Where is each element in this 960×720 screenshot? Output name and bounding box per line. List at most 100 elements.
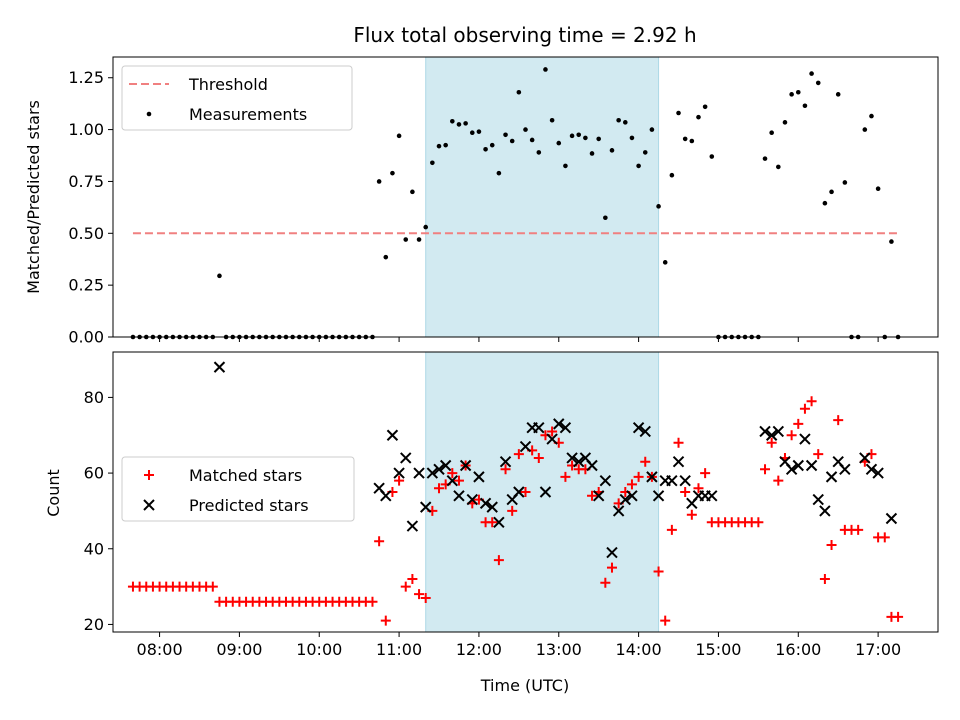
matched-star-point [879,532,890,543]
predicted-star-point [426,467,439,479]
matched-star-point [753,517,764,528]
predicted-star-point [439,459,452,472]
predicted-star-point [652,490,665,502]
measurement-point [516,89,522,95]
matched-star-point [893,611,904,622]
measurement-point [416,237,422,242]
measurement-point [436,143,442,149]
predicted-star-point [839,463,851,476]
measurement-point [443,142,448,148]
predicted-star-point [413,467,425,479]
top-ytick-label: 1.25 [68,68,104,87]
predicted-star-point [453,490,465,502]
predicted-star-point [825,471,838,483]
predicted-star-point [792,459,804,472]
predicted-star-point [473,471,485,483]
matched-star-point [493,555,504,566]
predicted-star-point [759,425,771,438]
predicted-star-point [479,497,492,510]
bottom-legend-label: Predicted stars [189,496,309,515]
matched-star-point [760,464,771,475]
predicted-star-point [213,361,226,373]
measurement-point [396,133,402,139]
measurement-point [383,254,389,260]
measurement-point [656,204,661,209]
predicted-star-point [592,490,605,502]
top-legend-label: Measurements [189,105,307,124]
measurement-point [583,135,588,141]
top-legend-box [121,65,353,131]
x-axis-label: Time (UTC) [480,676,569,695]
predicted-star-point [872,467,884,479]
predicted-star-point [533,421,545,434]
matched-star-point [587,490,598,501]
predicted-star-point [859,452,871,464]
measurement-point [789,92,794,97]
matched-star-point [799,403,810,414]
top-legend: Threshold Measurements [121,65,353,131]
matched-star-point [487,517,498,528]
matched-star-point [533,452,544,463]
matched-star-point [520,487,531,497]
matched-star-point [806,396,817,407]
predicted-star-point [419,501,432,513]
measurement-point [649,127,655,132]
predicted-star-point [380,490,392,502]
measurement-point [889,239,894,244]
matched-star-point [380,615,391,626]
matched-star-point [367,596,378,607]
measurement-point [636,163,641,169]
measurement-point [829,189,834,195]
predicted-star-point [772,425,785,438]
measurement-point [423,224,429,230]
predicted-star-point [812,493,824,506]
matched-star-point [434,483,445,494]
matched-star-point [407,574,418,585]
bottom-xtick-label: 16:00 [775,640,821,659]
measurement-point [776,164,781,170]
predicted-star-point [499,456,512,468]
matched-star-point [773,475,784,486]
measurement-point [543,67,548,72]
predicted-star-point [446,474,459,487]
measurement-point [489,142,495,148]
matched-star-point [453,475,464,486]
predicted-star-point [519,440,532,453]
matched-star-point [500,464,511,475]
measurement-point [702,104,708,110]
measurement-point [469,130,475,136]
measurement-point [217,273,222,279]
predicted-star-point [386,429,399,441]
bottom-xtick-label: 08:00 [137,640,183,659]
predicted-star-point [559,421,572,434]
predicted-star-point [400,452,412,464]
bottom-xtick-label: 15:00 [695,640,741,659]
predicted-star-point [406,520,419,532]
predicted-star-point [765,429,778,441]
matched-star-point [626,479,637,490]
matched-star-point [813,449,824,460]
predicted-star-point [632,421,645,434]
matched-star-point [600,577,611,588]
predicted-star-point [553,418,565,430]
measurement-point [476,129,482,134]
measurement-point [523,127,528,132]
bottom-ytick-label: 80 [84,388,104,407]
matched-star-point [693,483,704,494]
predicted-star-point [606,546,618,559]
predicted-star-point [865,463,878,476]
measurement-point [842,180,848,185]
matched-star-point [786,430,797,441]
matched-star-point [853,524,864,535]
bottom-axes-frame [112,351,939,633]
measurement-point [822,200,828,206]
predicted-star-point [546,433,558,445]
bottom-shaded-region [425,351,660,633]
predicted-star-point [799,433,811,445]
legend-predicted-swatch [143,499,155,511]
measurement-point [503,132,508,138]
measurement-point [622,120,628,125]
measurement-point [616,117,621,123]
predicted-star-point [706,490,718,502]
